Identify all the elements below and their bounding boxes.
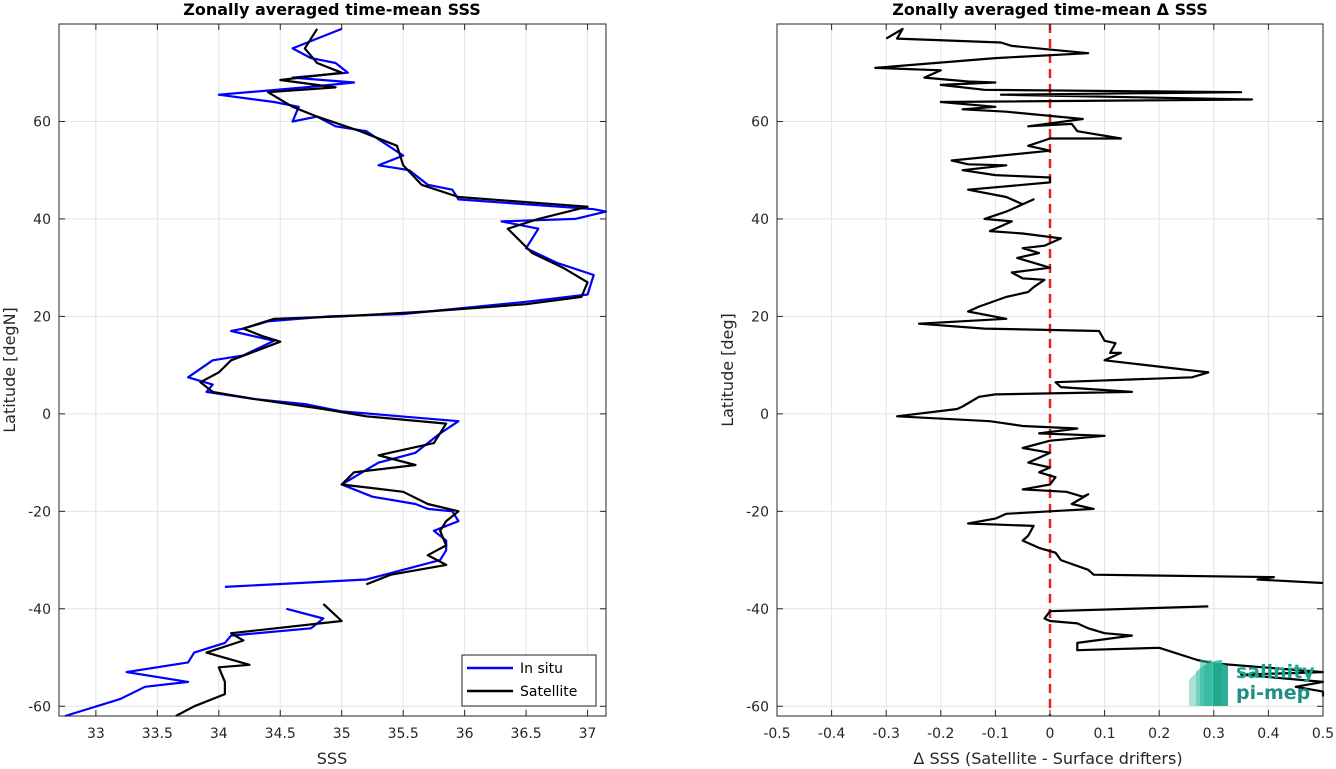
sss-chart-ticks: 33 33.5 34 34.5 35 35.5 36 36.5 37 -60 -40 -20 0 20 40… [28, 24, 606, 742]
delta-sss-xtick-label: 0.4 [1257, 726, 1279, 742]
sss-chart-legend: In situ Satellite [461, 654, 597, 707]
sss-ytick-label: 0 [42, 407, 51, 423]
satellite-series-line [199, 28, 589, 586]
sss-xtick-label: 37 [579, 726, 597, 742]
delta-sss-xtick-label: 0.3 [1203, 726, 1225, 742]
delta-sss-xtick-label: -0.2 [927, 726, 954, 742]
delta-sss-chart-ylabel: Latitude [deg] [718, 313, 737, 427]
sss-chart-series [64, 27, 608, 718]
delta-sss-chart-ticks: -0.5 -0.4 -0.3 -0.2 -0.1 0 0.1 0.2 0.3 0.4 0.5 -60 -… [746, 24, 1334, 742]
logo-line1: salinity [1236, 661, 1315, 683]
wave-logo-icon [1189, 660, 1228, 706]
sss-ytick-label: -60 [28, 699, 51, 715]
delta-sss-xtick-label: -0.3 [873, 726, 900, 742]
in-situ-series-line [64, 607, 325, 718]
sss-chart: Zonally averaged time-mean SSS 33 33.5 34 3… [0, 0, 608, 768]
legend-label-satellite: Satellite [520, 684, 577, 700]
sss-ytick-label: -20 [28, 504, 51, 520]
salinity-pimep-logo: salinity pi-mep [1189, 660, 1315, 706]
delta-sss-xtick-label: 0 [1046, 726, 1055, 742]
delta-sss-chart-title: Zonally averaged time-mean Δ SSS [892, 0, 1208, 19]
delta-sss-chart-plot-area [776, 23, 1324, 717]
delta-sss-ytick-label: 0 [760, 407, 769, 423]
sss-ytick-label: 40 [33, 212, 51, 228]
delta-sss-chart-series [874, 27, 1325, 697]
delta-sss-chart: Zonally averaged time-mean Δ SSS -0.5 -0.… [718, 0, 1334, 768]
sss-xtick-label: 35 [333, 726, 351, 742]
delta-sss-xtick-label: -0.4 [818, 726, 845, 742]
delta-sss-ytick-label: 40 [751, 212, 769, 228]
delta-sss-ytick-label: -60 [746, 699, 769, 715]
satellite-series-line [175, 603, 343, 717]
sss-xtick-label: 34 [210, 726, 228, 742]
sss-xtick-label: 33.5 [142, 726, 173, 742]
legend-label-in-situ: In situ [520, 661, 563, 677]
sss-xtick-label: 36 [456, 726, 474, 742]
sss-ytick-label: 60 [33, 114, 51, 130]
logo-line2: pi-mep [1236, 682, 1310, 704]
delta-sss-ytick-label: -20 [746, 504, 769, 520]
sss-chart-title: Zonally averaged time-mean SSS [183, 0, 481, 19]
delta-sss-xtick-label: 0.5 [1312, 726, 1334, 742]
sss-xtick-label: 35.5 [388, 726, 419, 742]
sss-xtick-label: 34.5 [265, 726, 296, 742]
delta-sss-ytick-label: 60 [751, 114, 769, 130]
delta-sss-chart-xlabel: Δ SSS (Satellite - Surface drifters) [913, 749, 1182, 768]
delta-sss-xtick-label: 0.1 [1093, 726, 1115, 742]
in-situ-series-line [187, 27, 608, 588]
delta-sss-xtick-label: -0.5 [763, 726, 790, 742]
sss-xtick-label: 36.5 [511, 726, 542, 742]
delta-sss-xtick-label: -0.1 [982, 726, 1009, 742]
delta-sss-xtick-label: 0.2 [1148, 726, 1170, 742]
sss-ytick-label: 20 [33, 309, 51, 325]
sss-ytick-label: -40 [28, 602, 51, 618]
delta-sss-ytick-label: 20 [751, 309, 769, 325]
sss-chart-plot-area [58, 23, 607, 717]
delta-sss-ytick-label: -40 [746, 602, 769, 618]
sss-chart-ylabel: Latitude [degN] [0, 307, 19, 433]
sss-chart-xlabel: SSS [317, 749, 347, 768]
sss-xtick-label: 33 [87, 726, 105, 742]
delta-series-line [874, 27, 1324, 585]
